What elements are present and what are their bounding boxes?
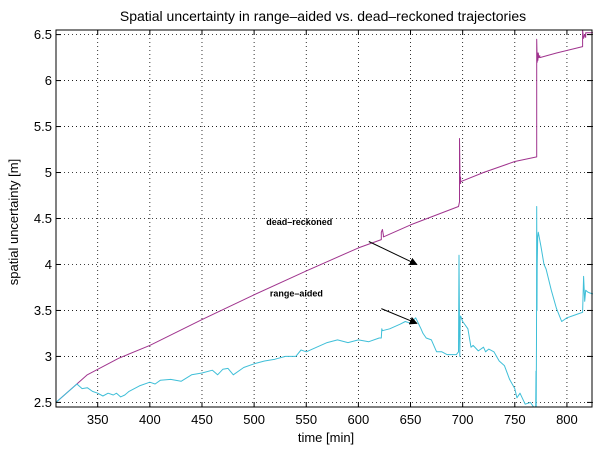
series-line-dead-reckoned [55,29,593,403]
x-tick-label: 450 [191,412,213,427]
x-tick-label: 350 [87,412,109,427]
y-tick-label: 4 [45,257,52,272]
y-tick-label: 5.5 [34,119,52,134]
annotation-label-dead-reckoned: dead–reckoned [266,217,332,227]
x-tick-label: 750 [504,412,526,427]
y-tick-label: 6.5 [34,27,52,42]
annotation-arrow-dead-reckoned [368,241,418,266]
y-axis-label: spatial uncertainty [m] [6,159,21,285]
annotation-arrow-range-aided [381,308,418,325]
y-tick-label: 4.5 [34,211,52,226]
series-layer [55,29,593,408]
x-tick-label: 650 [400,412,422,427]
series-line-range-aided [55,206,593,408]
x-tick-label: 400 [139,412,161,427]
y-tick-label: 5 [45,165,52,180]
x-axis-label: time [min] [298,430,354,445]
x-tick-label: 800 [556,412,578,427]
x-tick-label: 550 [295,412,317,427]
x-tick-label: 700 [452,412,474,427]
x-tick-label: 500 [243,412,265,427]
chart-title: Spatial uncertainty in range–aided vs. d… [120,8,526,24]
y-tick-label: 2.5 [34,395,52,410]
y-tick-label: 3.5 [34,303,52,318]
annotation-label-range-aided: range–aided [270,289,323,299]
grid [56,30,593,407]
y-tick-label: 3 [45,349,52,364]
y-tick-label: 6 [45,73,52,88]
annotation-layer: dead–reckoned range–aided [266,217,418,325]
x-tick-label: 600 [348,412,370,427]
tick-layer: 350 400 450 500 550 600 650 700 750 800 2.5 3 3.5 4 4.… [34,27,592,427]
